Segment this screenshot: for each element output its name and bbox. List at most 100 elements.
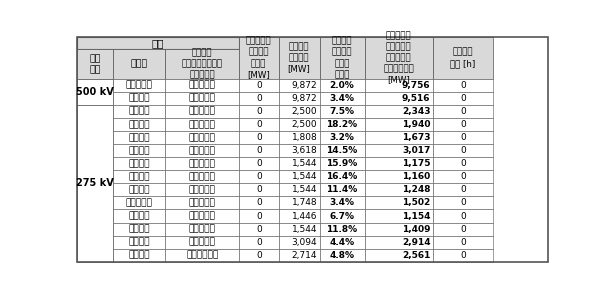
- Bar: [239, 118, 279, 131]
- Bar: [239, 37, 279, 79]
- Bar: [113, 249, 165, 262]
- Bar: [165, 157, 239, 170]
- Bar: [279, 144, 320, 157]
- Text: 0: 0: [256, 94, 262, 103]
- Text: 0: 0: [460, 172, 466, 181]
- Text: 4.8%: 4.8%: [329, 251, 354, 260]
- Bar: [239, 105, 279, 118]
- Bar: [320, 92, 365, 105]
- Bar: [432, 223, 493, 236]
- Bar: [432, 183, 493, 196]
- Bar: [113, 183, 165, 196]
- Text: 宮城～新庄: 宮城～新庄: [188, 238, 215, 247]
- Bar: [320, 118, 365, 131]
- Bar: [77, 79, 113, 105]
- Bar: [432, 196, 493, 210]
- Text: 0: 0: [460, 107, 466, 116]
- Text: 2,500: 2,500: [292, 107, 317, 116]
- Bar: [279, 131, 320, 144]
- Bar: [432, 157, 493, 170]
- Text: 奥羽幹線: 奥羽幹線: [129, 211, 150, 220]
- Bar: [365, 92, 432, 105]
- Text: 1,160: 1,160: [402, 172, 431, 181]
- Text: 9,756: 9,756: [402, 81, 431, 90]
- Bar: [279, 118, 320, 131]
- Text: 0: 0: [256, 225, 262, 234]
- Text: 0: 0: [256, 133, 262, 142]
- Bar: [239, 210, 279, 223]
- Text: 1,673: 1,673: [402, 133, 431, 142]
- Text: 3.4%: 3.4%: [329, 198, 354, 207]
- Bar: [365, 118, 432, 131]
- Text: 11.8%: 11.8%: [326, 225, 357, 234]
- Bar: [165, 249, 239, 262]
- Bar: [113, 79, 165, 92]
- Bar: [279, 79, 320, 92]
- Text: 年間最大
運用容量
[MW]: 年間最大 運用容量 [MW]: [288, 42, 310, 73]
- Bar: [113, 118, 165, 131]
- Bar: [365, 196, 432, 210]
- Bar: [165, 118, 239, 131]
- Text: 送電混雑
時間 [h]: 送電混雑 時間 [h]: [450, 48, 476, 68]
- Text: 0: 0: [460, 146, 466, 155]
- Bar: [113, 223, 165, 236]
- Text: 0: 0: [460, 81, 466, 90]
- Text: 1,808: 1,808: [292, 133, 317, 142]
- Text: 275 kV: 275 kV: [76, 178, 114, 188]
- Text: 1,248: 1,248: [402, 185, 431, 194]
- Bar: [365, 170, 432, 183]
- Text: 0: 0: [460, 94, 466, 103]
- Text: 1,940: 1,940: [402, 120, 431, 129]
- Text: 岩手～宮城: 岩手～宮城: [188, 94, 215, 103]
- Bar: [279, 196, 320, 210]
- Bar: [432, 210, 493, 223]
- Text: 北奈幹線: 北奈幹線: [129, 120, 150, 129]
- Bar: [279, 37, 320, 79]
- Bar: [365, 157, 432, 170]
- Text: 能代～秋田: 能代～秋田: [188, 146, 215, 155]
- Text: 0: 0: [460, 225, 466, 234]
- Bar: [239, 170, 279, 183]
- Bar: [365, 210, 432, 223]
- Bar: [320, 236, 365, 249]
- Bar: [279, 223, 320, 236]
- Text: 0: 0: [256, 185, 262, 194]
- Text: 水沢～宮城: 水沢～宮城: [188, 225, 215, 234]
- Bar: [113, 144, 165, 157]
- Bar: [165, 236, 239, 249]
- Bar: [239, 144, 279, 157]
- Text: 1,446: 1,446: [292, 211, 317, 220]
- Bar: [279, 210, 320, 223]
- Text: 羽後～宮城: 羽後～宮城: [188, 211, 215, 220]
- Bar: [165, 196, 239, 210]
- Bar: [77, 105, 113, 262]
- Text: 秋田～雫石: 秋田～雫石: [188, 159, 215, 168]
- Bar: [165, 79, 239, 92]
- Bar: [432, 92, 493, 105]
- Text: 3.4%: 3.4%: [329, 94, 354, 103]
- Text: 0: 0: [460, 120, 466, 129]
- Text: 線路名: 線路名: [131, 59, 148, 69]
- Text: 14.5%: 14.5%: [326, 146, 357, 155]
- Text: 1,154: 1,154: [402, 211, 431, 220]
- Bar: [165, 49, 239, 79]
- Bar: [365, 144, 432, 157]
- Bar: [279, 92, 320, 105]
- Text: 新庄～西山形: 新庄～西山形: [186, 251, 218, 260]
- Bar: [365, 236, 432, 249]
- Text: 0: 0: [460, 251, 466, 260]
- Bar: [432, 118, 493, 131]
- Bar: [239, 223, 279, 236]
- Text: 0: 0: [256, 251, 262, 260]
- Text: 秋盛幹線: 秋盛幹線: [129, 159, 150, 168]
- Text: 秋田幹線: 秋田幹線: [129, 185, 150, 194]
- Bar: [365, 249, 432, 262]
- Bar: [365, 37, 432, 79]
- Bar: [113, 196, 165, 210]
- Text: 1,544: 1,544: [292, 159, 317, 168]
- Bar: [279, 183, 320, 196]
- Bar: [320, 196, 365, 210]
- Text: 北青幹線: 北青幹線: [129, 107, 150, 116]
- Text: 18.2%: 18.2%: [326, 120, 357, 129]
- Text: 早池峰幹線: 早池峰幹線: [126, 198, 153, 207]
